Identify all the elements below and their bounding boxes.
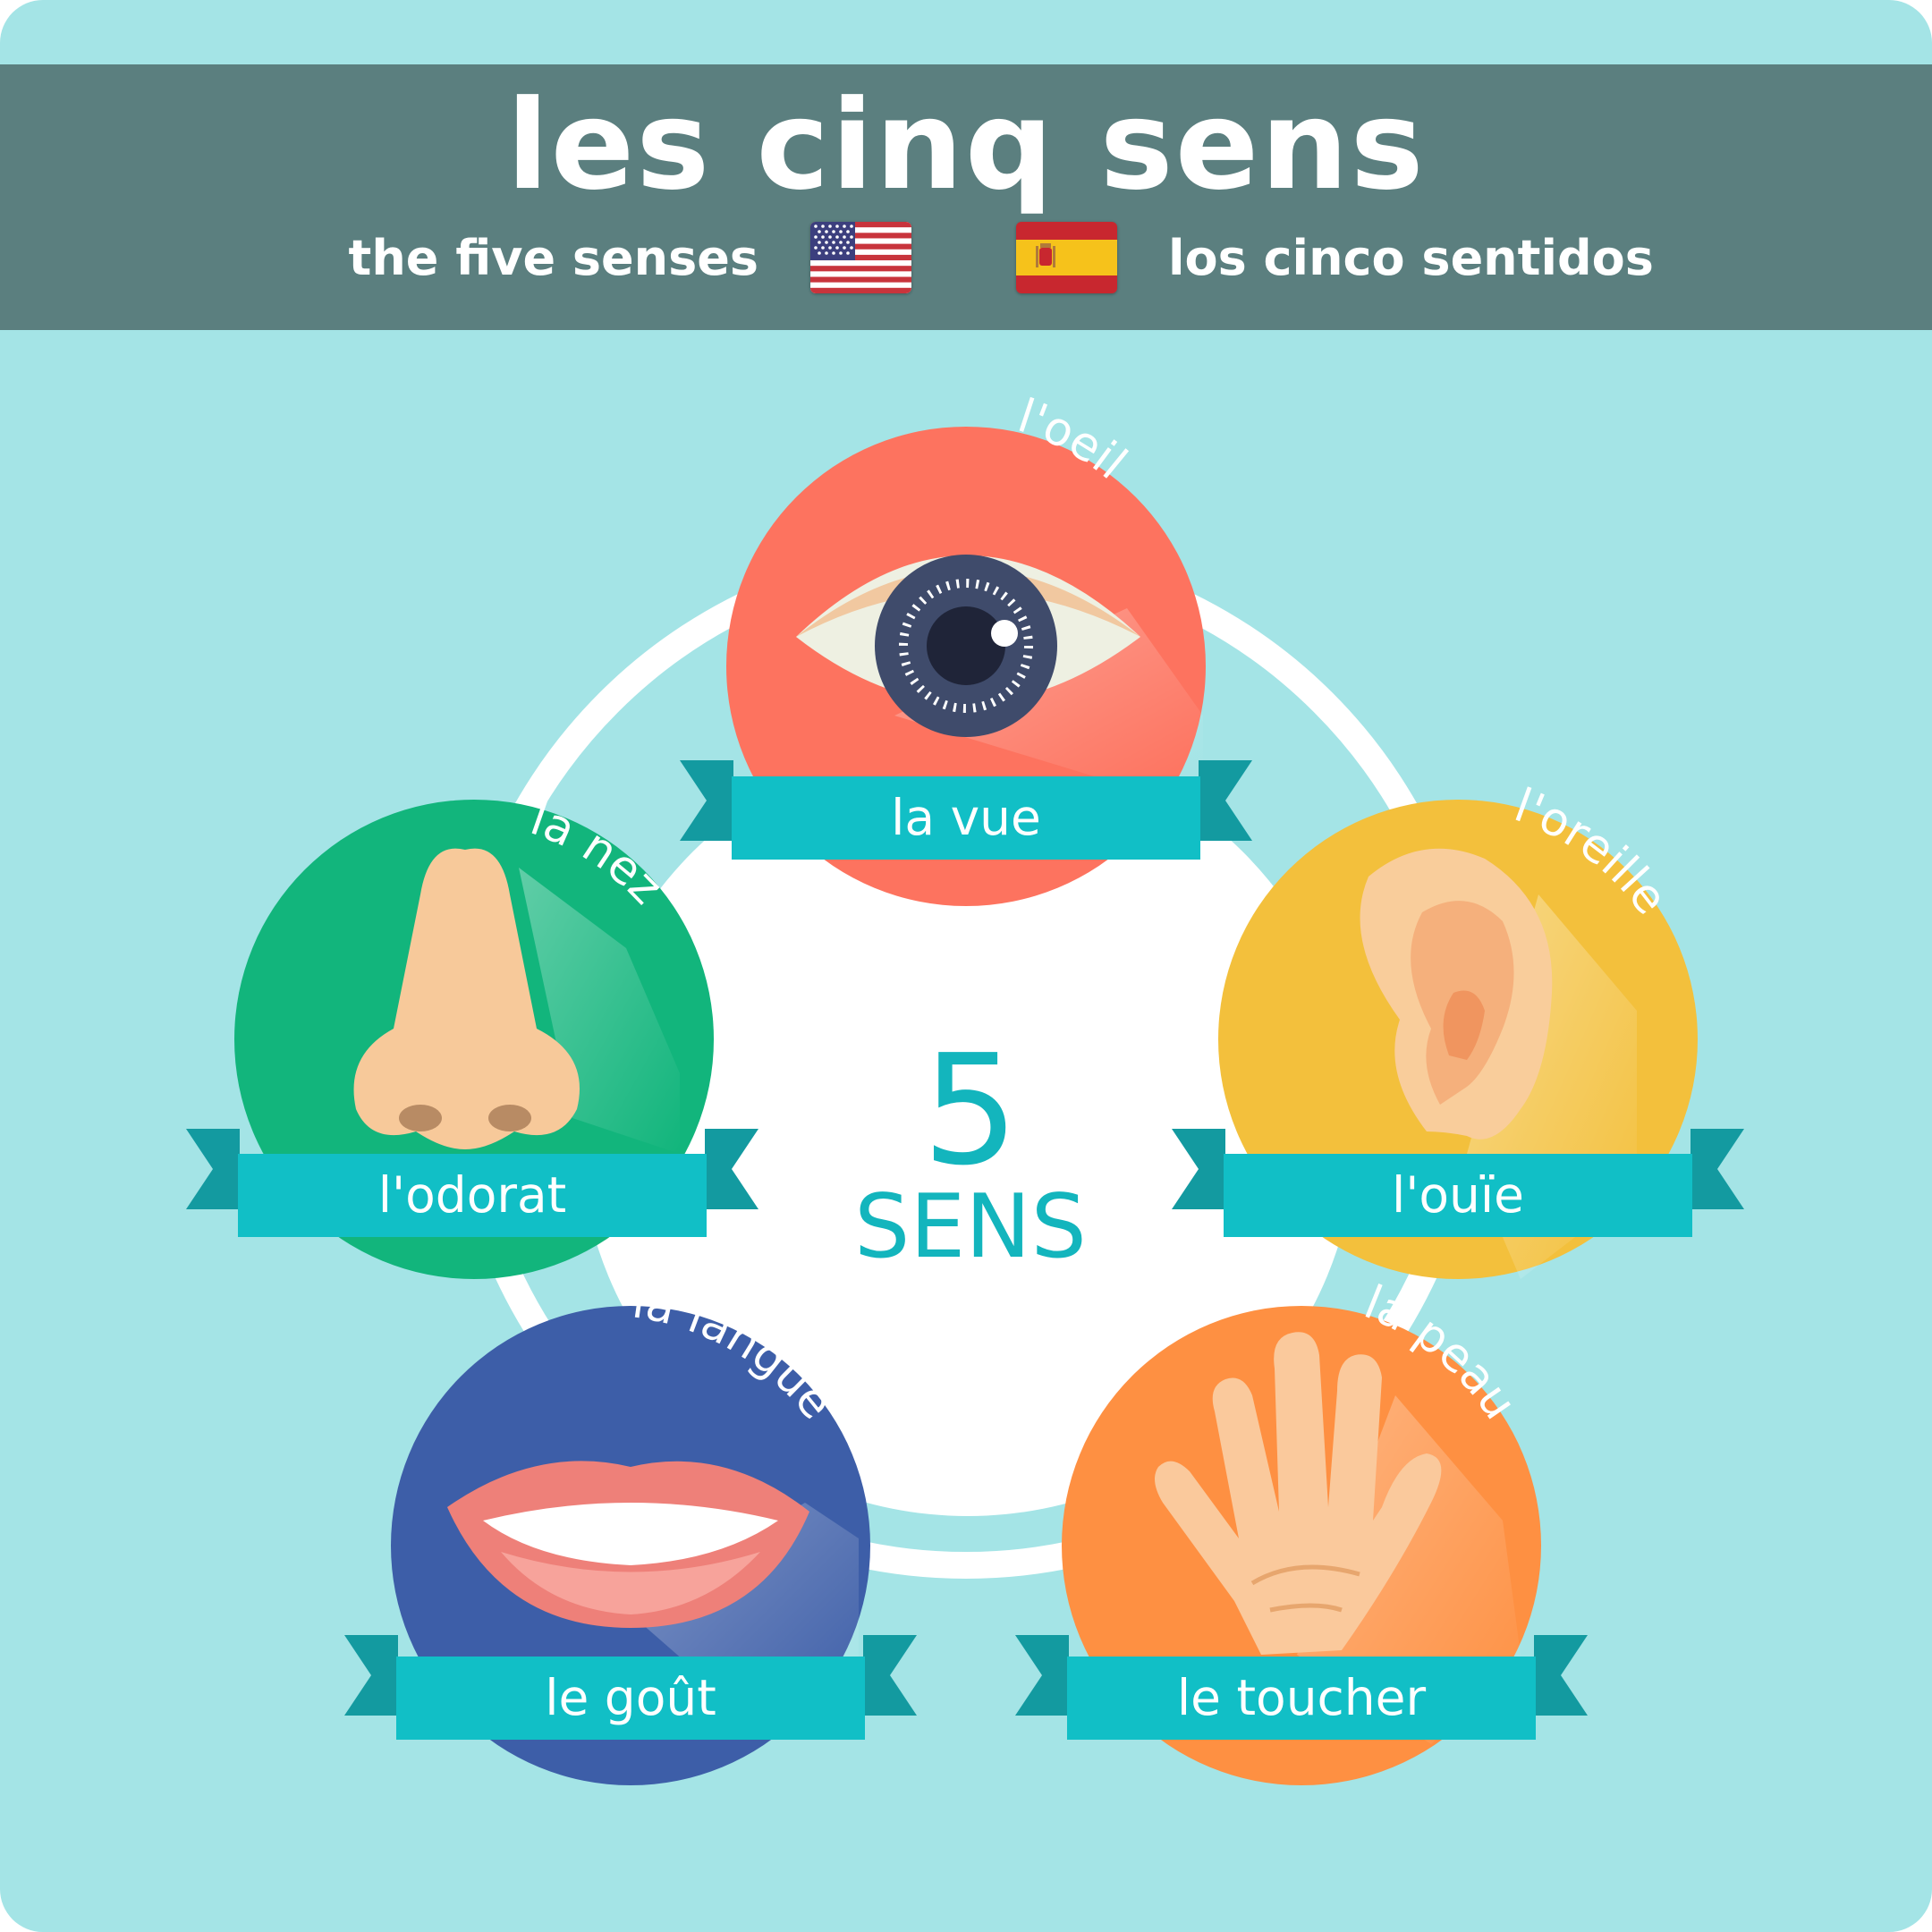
nose-icon — [353, 848, 580, 1149]
header-bar — [0, 64, 1932, 330]
page-title: les cinq sens — [506, 73, 1426, 217]
us-flag-icon — [810, 222, 911, 293]
sense-label-vue: la vue — [891, 789, 1041, 846]
hand-icon — [1155, 1332, 1442, 1655]
sense-toucher: la peau le toucher — [1015, 1275, 1588, 1785]
ribbon-toucher — [1067, 1657, 1536, 1740]
ribbon-ouie — [1224, 1154, 1692, 1237]
sense-label-gout: le goût — [545, 1669, 716, 1726]
eye-icon — [796, 555, 1140, 737]
sense-odorat: la nez l'odorat — [186, 792, 758, 1279]
ear-icon — [1360, 848, 1553, 1140]
center-number: 5 — [922, 1022, 1019, 1199]
center-disc — [579, 738, 1357, 1516]
sense-label-toucher: le toucher — [1177, 1669, 1427, 1726]
ribbon-vue — [732, 776, 1200, 860]
spain-flag-icon — [1016, 222, 1117, 293]
ribbon-odorat — [238, 1154, 707, 1237]
sense-ouie: l'oreille l'ouïe — [1172, 779, 1744, 1279]
subtitle-english: the five senses — [348, 230, 758, 286]
mouth-icon — [447, 1461, 809, 1628]
sense-label-odorat: l'odorat — [378, 1166, 567, 1224]
center-word: SENS — [854, 1176, 1087, 1278]
ribbon-gout — [396, 1657, 865, 1740]
subtitle-spanish: los cinco sentidos — [1168, 230, 1654, 286]
sense-vue: l'oeil la vue — [680, 389, 1252, 906]
sense-label-ouie: l'ouïe — [1392, 1166, 1524, 1224]
